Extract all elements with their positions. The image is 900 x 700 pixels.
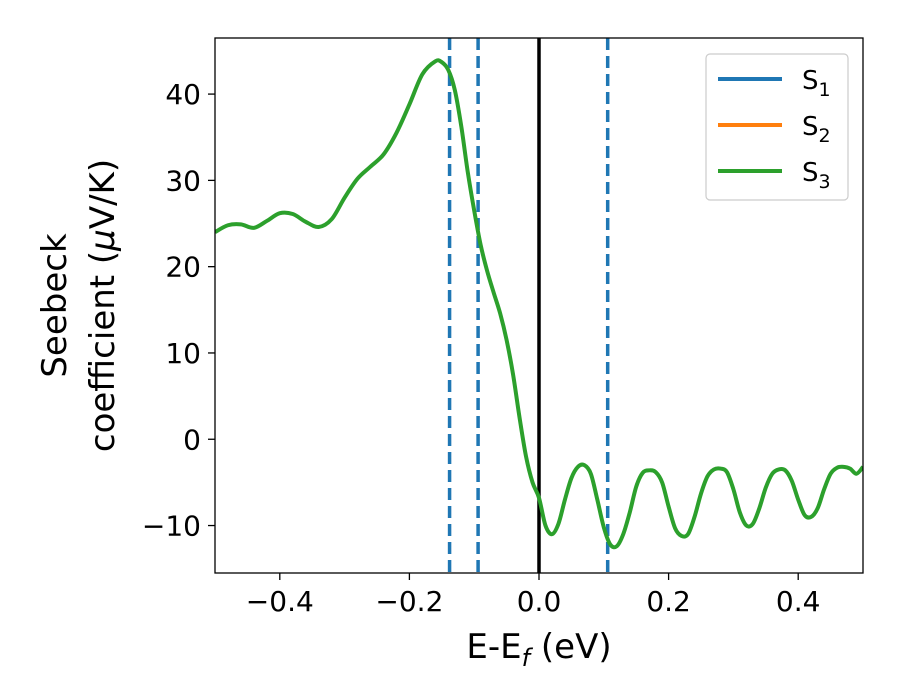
x-tick-label: −0.4 <box>246 585 314 618</box>
legend-label-1: S1 <box>802 66 831 101</box>
x-tick-label: 0.0 <box>517 585 562 618</box>
x-axis-title-suffix: (eV) <box>530 627 612 667</box>
x-axis-title-base: E-E <box>466 627 521 667</box>
series-layer <box>215 58 863 550</box>
series-line-1 <box>215 58 863 550</box>
y-axis-title-line2-pre: coefficient ( <box>83 251 123 452</box>
x-tick-label: 0.2 <box>646 585 691 618</box>
legend-label-base: S <box>802 158 819 188</box>
y-tick-label: 0 <box>183 423 201 456</box>
y-axis-title-line2-post: V/K) <box>83 159 123 229</box>
x-axis-title: E-Ef (eV) <box>466 627 611 672</box>
y-tick-label: 30 <box>165 164 201 197</box>
y-axis-title-line1: Seebeck <box>35 233 75 378</box>
y-tick-label: −10 <box>142 510 201 543</box>
legend-label-sub: 3 <box>819 171 831 193</box>
y-ticks-layer: −10 0 10 20 30 40 <box>142 78 215 543</box>
y-tick-label: 40 <box>165 78 201 111</box>
y-axis-title: Seebeck coefficient (μV/K) <box>35 159 123 452</box>
x-ticks-layer: −0.4 −0.2 0.0 0.2 0.4 <box>246 573 821 618</box>
legend-label-base: S <box>802 66 819 96</box>
legend-label-base: S <box>802 112 819 142</box>
x-tick-label: −0.2 <box>375 585 443 618</box>
legend-label-2: S2 <box>802 112 831 147</box>
y-axis-title-line2: coefficient (μV/K) <box>83 159 123 452</box>
vertical-lines-layer <box>447 38 610 573</box>
legend-label-3: S3 <box>802 158 831 193</box>
y-tick-label: 20 <box>165 251 201 284</box>
legend-label-sub: 2 <box>819 125 831 147</box>
y-tick-label: 10 <box>165 337 201 370</box>
y-axis-title-mu: μ <box>83 229 123 252</box>
x-tick-label: 0.4 <box>776 585 821 618</box>
legend-label-sub: 1 <box>819 79 831 101</box>
